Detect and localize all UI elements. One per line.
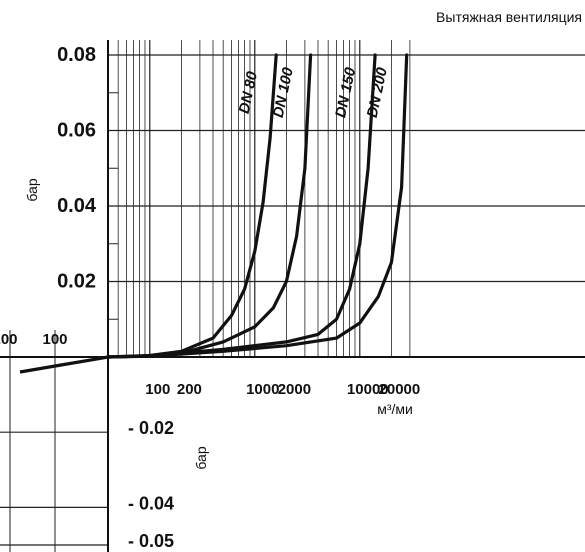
labels: Вытяжная вентиляция м³/ми бар бар 0.08 0.… — [0, 9, 582, 551]
series-label: DN 200 — [364, 65, 391, 119]
x-tick-label: 2000 — [278, 381, 311, 398]
x-tick-label: 1000 — [246, 381, 279, 398]
x-tick-label-negative: 100 — [42, 331, 67, 348]
x-tick-label: 10000 — [347, 381, 389, 398]
series-lines — [19, 53, 409, 374]
x-tick-label: 100 — [145, 381, 170, 398]
series-line-left — [19, 355, 109, 374]
x-tick-label: 200 — [177, 381, 202, 398]
grid — [0, 40, 585, 552]
axes — [0, 40, 585, 552]
y-axis-label-upper: бар — [24, 178, 40, 201]
y-tick-label: 0.06 — [57, 120, 96, 142]
y-tick-label: 0.04 — [57, 195, 97, 217]
y-tick-label-negative: - 0.02 — [128, 418, 174, 438]
y-tick-label: 0.08 — [57, 44, 96, 66]
x-tick-label-negative: 200 — [0, 331, 18, 348]
y-tick-label: 0.02 — [57, 271, 96, 293]
y-tick-label-negative: - 0.05 — [128, 531, 174, 551]
x-tick-label: 20000 — [379, 381, 421, 398]
series-line — [106, 53, 409, 359]
series-label: DN 80 — [236, 69, 262, 115]
x-axis-label: м³/ми — [377, 401, 413, 417]
y-axis-label-lower: бар — [193, 446, 209, 469]
chart-title: Вытяжная вентиляция — [436, 9, 582, 25]
y-tick-label-negative: - 0.04 — [128, 493, 174, 513]
